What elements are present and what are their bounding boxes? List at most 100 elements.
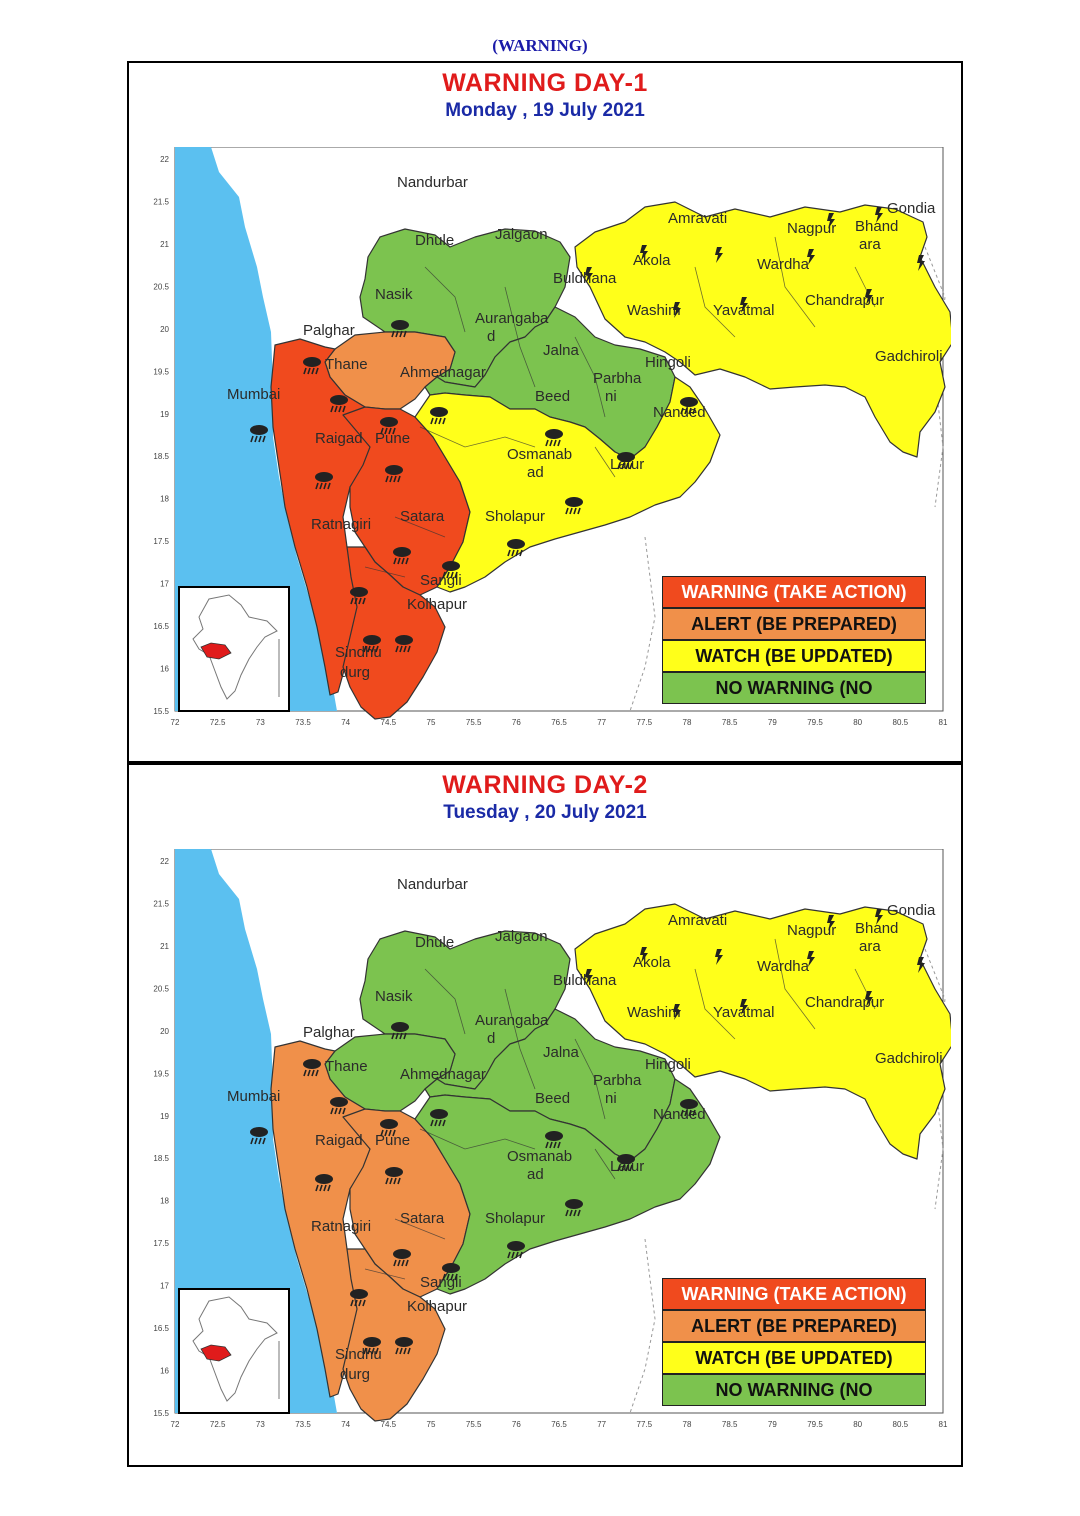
- heavy-rain-icon: [393, 547, 411, 565]
- x-tick-label: 79: [768, 718, 777, 727]
- x-tick-label: 74.5: [381, 718, 397, 727]
- thunderstorm-icon: [740, 297, 748, 313]
- heavy-rain-icon: [303, 1059, 321, 1077]
- y-tick-label: 17.5: [153, 537, 169, 546]
- thunderstorm-icon: [640, 947, 648, 963]
- document-heading: (WARNING): [492, 36, 588, 55]
- y-tick-label: 20: [160, 325, 169, 334]
- district-label-hingoli: Hingoli: [645, 354, 691, 371]
- warning-day-2-panel: WARNING DAY-2 Tuesday , 20 July 2021 Nan…: [127, 763, 963, 1467]
- heavy-rain-icon: [380, 417, 398, 435]
- x-tick-label: 74: [341, 718, 350, 727]
- legend-alert: ALERT (BE PREPARED): [662, 1310, 926, 1342]
- x-tick-label: 78: [683, 718, 692, 727]
- thunderstorm-icon: [875, 207, 883, 223]
- district-label-wardha: Wardha: [757, 256, 810, 273]
- x-tick-label: 78.5: [722, 718, 738, 727]
- legend-warning: WARNING (TAKE ACTION): [662, 1278, 926, 1310]
- district-label-buldhana: Buldhana: [553, 972, 617, 989]
- district-label-ahmednagar: Ahmednagar: [400, 364, 486, 381]
- region-vidarbha: [574, 201, 951, 458]
- y-tick-label: 15.5: [153, 1409, 169, 1418]
- heavy-rain-icon: [507, 1241, 525, 1259]
- district-label-chandrapur: Chandrapur: [805, 292, 884, 309]
- thunderstorm-icon: [917, 255, 925, 271]
- district-label-wardha: Wardha: [757, 958, 810, 975]
- district-label-aurangabad-2: d: [487, 1030, 495, 1047]
- y-tick-label: 18.5: [153, 452, 169, 461]
- y-tick-label: 22: [160, 857, 169, 866]
- district-label-dhule: Dhule: [415, 934, 454, 951]
- heavy-rain-icon: [680, 397, 698, 415]
- heavy-rain-icon: [393, 1249, 411, 1267]
- x-tick-label: 76: [512, 1420, 521, 1429]
- region-kolhapur-sindhudurg: [342, 1248, 446, 1422]
- x-tick-label: 75.5: [466, 718, 482, 727]
- district-label-sholapur: Sholapur: [485, 1210, 545, 1227]
- heavy-rain-icon: [545, 429, 563, 447]
- district-label-pune: Pune: [375, 430, 410, 447]
- heavy-rain-icon: [385, 465, 403, 483]
- heavy-rain-icon: [385, 1167, 403, 1185]
- thunderstorm-icon: [640, 245, 648, 261]
- district-label-sholapur: Sholapur: [485, 508, 545, 525]
- district-label-dhule: Dhule: [415, 232, 454, 249]
- x-tick-label: 76.5: [551, 718, 567, 727]
- heavy-rain-icon: [330, 395, 348, 413]
- x-tick-label: 79.5: [807, 1420, 823, 1429]
- district-label-osmanabad-1: Osmanab: [507, 446, 572, 463]
- panel-title: WARNING DAY-2: [442, 771, 648, 799]
- district-label-washim: Washim: [627, 1004, 681, 1021]
- heavy-rain-icon: [442, 1263, 460, 1281]
- district-label-satara: Satara: [400, 508, 445, 525]
- district-label-beed: Beed: [535, 1090, 570, 1107]
- heavy-rain-icon: [430, 1109, 448, 1127]
- district-label-bhandara-1: Bhand: [855, 218, 898, 235]
- x-tick-label: 77: [597, 1420, 606, 1429]
- heavy-rain-icon: [350, 587, 368, 605]
- district-label-nagpur: Nagpur: [787, 220, 836, 237]
- district-label-chandrapur: Chandrapur: [805, 994, 884, 1011]
- heavy-rain-icon: [442, 561, 460, 579]
- x-tick-label: 72: [171, 1420, 180, 1429]
- region-vidarbha: [574, 903, 951, 1160]
- x-tick-label: 73.5: [295, 1420, 311, 1429]
- district-label-jalgaon: Jalgaon: [495, 928, 548, 945]
- district-label-amravati: Amravati: [668, 210, 727, 227]
- thunderstorm-icon: [865, 991, 873, 1007]
- district-label-kolhapur: Kolhapur: [407, 1298, 467, 1315]
- thunderstorm-icon: [585, 267, 593, 283]
- district-label-jalna: Jalna: [543, 1044, 580, 1061]
- thunderstorm-icon: [673, 1004, 681, 1020]
- y-tick-label: 19: [160, 1112, 169, 1121]
- district-label-nanded: Nanded: [653, 1106, 706, 1123]
- heavy-rain-icon: [507, 539, 525, 557]
- x-tick-label: 74: [341, 1420, 350, 1429]
- legend-no-warning: NO WARNING (NO: [662, 1374, 926, 1406]
- x-tick-label: 80: [853, 1420, 862, 1429]
- thunderstorm-icon: [715, 949, 723, 965]
- panel-date: Monday , 19 July 2021: [445, 100, 645, 121]
- district-label-bhandara-2: ara: [859, 938, 881, 955]
- region-kolhapur-sindhudurg: [342, 546, 446, 720]
- district-label-nandurbar: Nandurbar: [397, 174, 468, 191]
- district-label-bhandara-2: ara: [859, 236, 881, 253]
- district-label-aurangabad-1: Aurangaba: [475, 1012, 549, 1029]
- district-label-parbhani-1: Parbha: [593, 1072, 642, 1089]
- heavy-rain-icon: [617, 1154, 635, 1172]
- thunderstorm-icon: [917, 957, 925, 973]
- district-label-hingoli: Hingoli: [645, 1056, 691, 1073]
- district-label-yavatmal: Yavatmal: [713, 1004, 774, 1021]
- heavy-rain-icon: [380, 1119, 398, 1137]
- region-central: [414, 1078, 721, 1295]
- x-tick-label: 72.5: [210, 718, 226, 727]
- y-tick-label: 21.5: [153, 899, 169, 908]
- thunderstorm-icon: [740, 999, 748, 1015]
- y-tick-label: 21.5: [153, 197, 169, 206]
- legend-warning: WARNING (TAKE ACTION): [662, 576, 926, 608]
- district-label-mumbai: Mumbai: [227, 1088, 280, 1105]
- heavy-rain-icon: [680, 1099, 698, 1117]
- x-tick-label: 76: [512, 718, 521, 727]
- heavy-rain-icon: [565, 1199, 583, 1217]
- district-label-bhandara-1: Bhand: [855, 920, 898, 937]
